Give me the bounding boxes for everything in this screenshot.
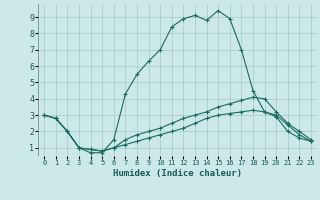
X-axis label: Humidex (Indice chaleur): Humidex (Indice chaleur) <box>113 169 242 178</box>
